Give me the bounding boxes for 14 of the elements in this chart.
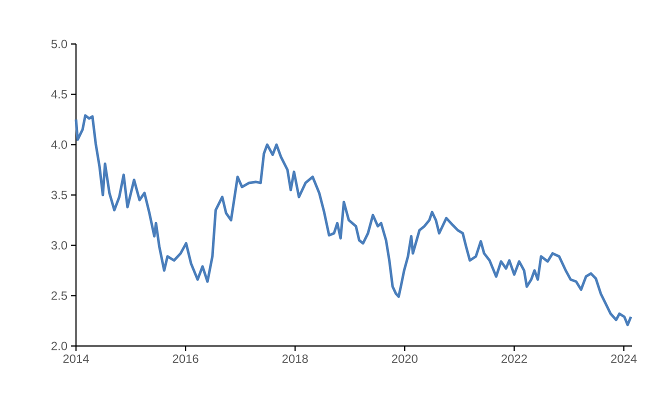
- y-tick-label: 2.0: [52, 342, 68, 350]
- y-tick-label: 4.5: [51, 90, 68, 98]
- y-tick-label: 3.5: [51, 190, 68, 200]
- y-tick-label: 2.5: [52, 291, 68, 300]
- y-tick-label: 5.0: [51, 40, 68, 48]
- line-series: [74, 114, 632, 326]
- x-tick-label: 2018: [282, 354, 308, 363]
- y-tick-label: 3.0: [51, 241, 68, 250]
- x-tick-label: 2024: [611, 354, 637, 363]
- x-tick-label: 2022: [502, 354, 527, 363]
- x-tick-label: 2014: [63, 354, 89, 363]
- y-tick-label: 4.0: [51, 140, 68, 149]
- x-tick-label: 2020: [392, 354, 418, 363]
- x-tick-label: 2016: [172, 354, 198, 363]
